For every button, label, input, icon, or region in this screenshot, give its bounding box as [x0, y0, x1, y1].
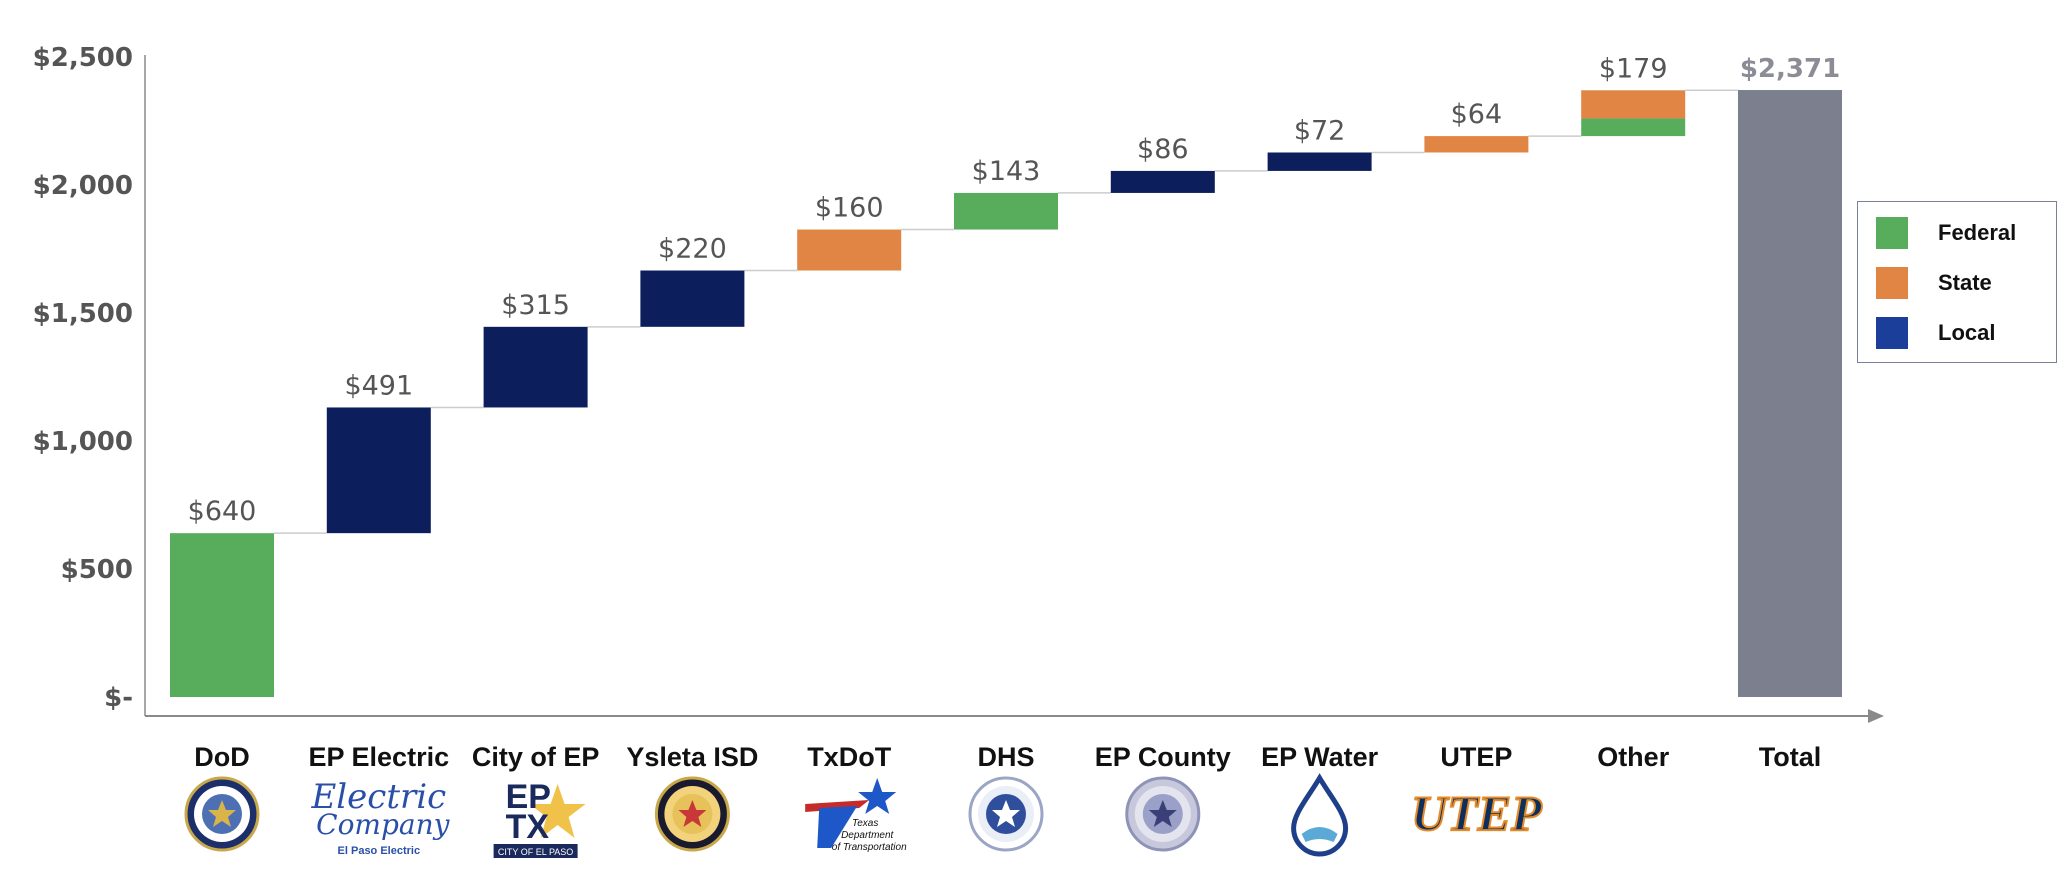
value-label-dod: $640: [188, 496, 257, 527]
legend-swatch-state: [1876, 267, 1908, 299]
water-drop-icon: [1291, 773, 1349, 857]
logo-text: El Paso Electric: [338, 845, 421, 857]
logo-tx: TX: [506, 808, 550, 846]
chart-bars: [170, 90, 1842, 698]
bar-dhs-federal: [954, 192, 1058, 230]
legend-item-state: State: [1876, 267, 1992, 299]
x-label-ep-water: EP Water: [1261, 742, 1379, 772]
value-labels: $640 $491 $315 $220 $160 $143 $86 $72 $64 $179 $2,…: [188, 53, 1841, 527]
legend: Federal State Local: [1857, 201, 2057, 363]
logo-t: [817, 806, 858, 848]
bar-city-of-ep-local: [483, 326, 588, 408]
value-label-ep-county: $86: [1137, 134, 1189, 165]
legend-swatch-federal: [1876, 217, 1908, 249]
x-label-city-of-ep: City of EP: [472, 742, 600, 772]
x-label-utep: UTEP: [1440, 742, 1512, 772]
value-label-other: $179: [1599, 53, 1668, 84]
bar-ep-water-local: [1267, 152, 1372, 171]
y-tick-label: $1,000: [33, 427, 133, 457]
logo-bar: [493, 844, 578, 858]
x-axis-arrow-icon: [1868, 709, 1884, 723]
seal-star: [208, 800, 236, 827]
x-label-other: Other: [1597, 742, 1670, 772]
bar-ep-county-local: [1110, 170, 1215, 193]
drop-outline: [1291, 773, 1349, 857]
y-axis-ticks: $- $500 $1,000 $1,500 $2,000 $2,500: [33, 43, 133, 713]
x-label-txdot: TxDoT: [807, 742, 892, 772]
seal-star: [992, 800, 1020, 827]
x-label-ep-county: EP County: [1095, 742, 1231, 772]
value-label-utep: $64: [1451, 99, 1503, 130]
value-label-dhs: $143: [972, 156, 1041, 187]
drop-wave: [1301, 827, 1338, 842]
y-tick-label: $2,000: [33, 171, 133, 201]
value-label-ysleta-isd: $220: [658, 234, 727, 265]
logo-text: Department: [841, 830, 894, 841]
y-tick-label: $1,500: [33, 299, 133, 329]
bar-utep-state: [1424, 136, 1529, 153]
seal-star: [678, 800, 707, 827]
county-seal-icon: [1125, 776, 1201, 852]
x-label-dhs: DHS: [977, 742, 1034, 772]
utep-logo: UTEP: [1410, 784, 1543, 842]
logo-text: CITY OF EL PASO: [498, 847, 573, 857]
ysleta-isd-seal-icon: [654, 776, 730, 852]
bar-other-state: [1581, 90, 1686, 119]
value-label-city-of-ep: $315: [501, 290, 570, 321]
logo-text: UTEP: [1411, 785, 1542, 841]
dod-seal-icon: [184, 776, 260, 852]
value-label-ep-water: $72: [1294, 115, 1346, 146]
legend-item-local: Local: [1876, 317, 1995, 349]
logo-text: of Transportation: [832, 842, 907, 853]
legend-label-local: Local: [1938, 320, 1996, 345]
x-label-ep-electric: EP Electric: [309, 742, 450, 772]
x-label-total: Total: [1759, 742, 1822, 772]
seal-star: [1148, 800, 1177, 827]
value-label-ep-electric: $491: [344, 370, 413, 401]
y-tick-label: $-: [104, 683, 133, 713]
logo-script-electric: Electric: [310, 777, 446, 817]
x-axis-labels: DoD EP Electric City of EP Ysleta ISD TxDoT D…: [194, 742, 1821, 772]
bar-ep-electric-local: [326, 407, 431, 534]
value-label-txdot: $160: [815, 193, 884, 224]
legend-label-state: State: [1938, 270, 1992, 295]
chart-axes: [144, 55, 1884, 723]
legend-swatch-local: [1876, 317, 1908, 349]
y-tick-label: $500: [61, 555, 133, 585]
bar-dod-federal: [170, 533, 274, 697]
bar-txdot-state: [797, 229, 902, 271]
logo-star-icon: [529, 784, 586, 838]
x-label-dod: DoD: [194, 742, 250, 772]
value-label-total: $2,371: [1740, 54, 1840, 84]
bar-total-total: [1738, 90, 1842, 698]
legend-item-federal: Federal: [1876, 217, 2016, 249]
dhs-seal-icon: [968, 776, 1044, 852]
x-label-ysleta-isd: Ysleta ISD: [626, 742, 758, 772]
connector-lines: [274, 89, 1738, 534]
logo-text: Texas: [852, 818, 878, 829]
logo-star-icon: [858, 778, 897, 814]
bar-other-federal: [1581, 118, 1686, 137]
legend-label-federal: Federal: [1938, 220, 2017, 245]
y-tick-label: $2,500: [33, 43, 133, 73]
logo-script-company: Company: [316, 808, 450, 841]
bar-ysleta-isd-local: [640, 270, 745, 327]
logo-ep: EP: [506, 778, 551, 816]
